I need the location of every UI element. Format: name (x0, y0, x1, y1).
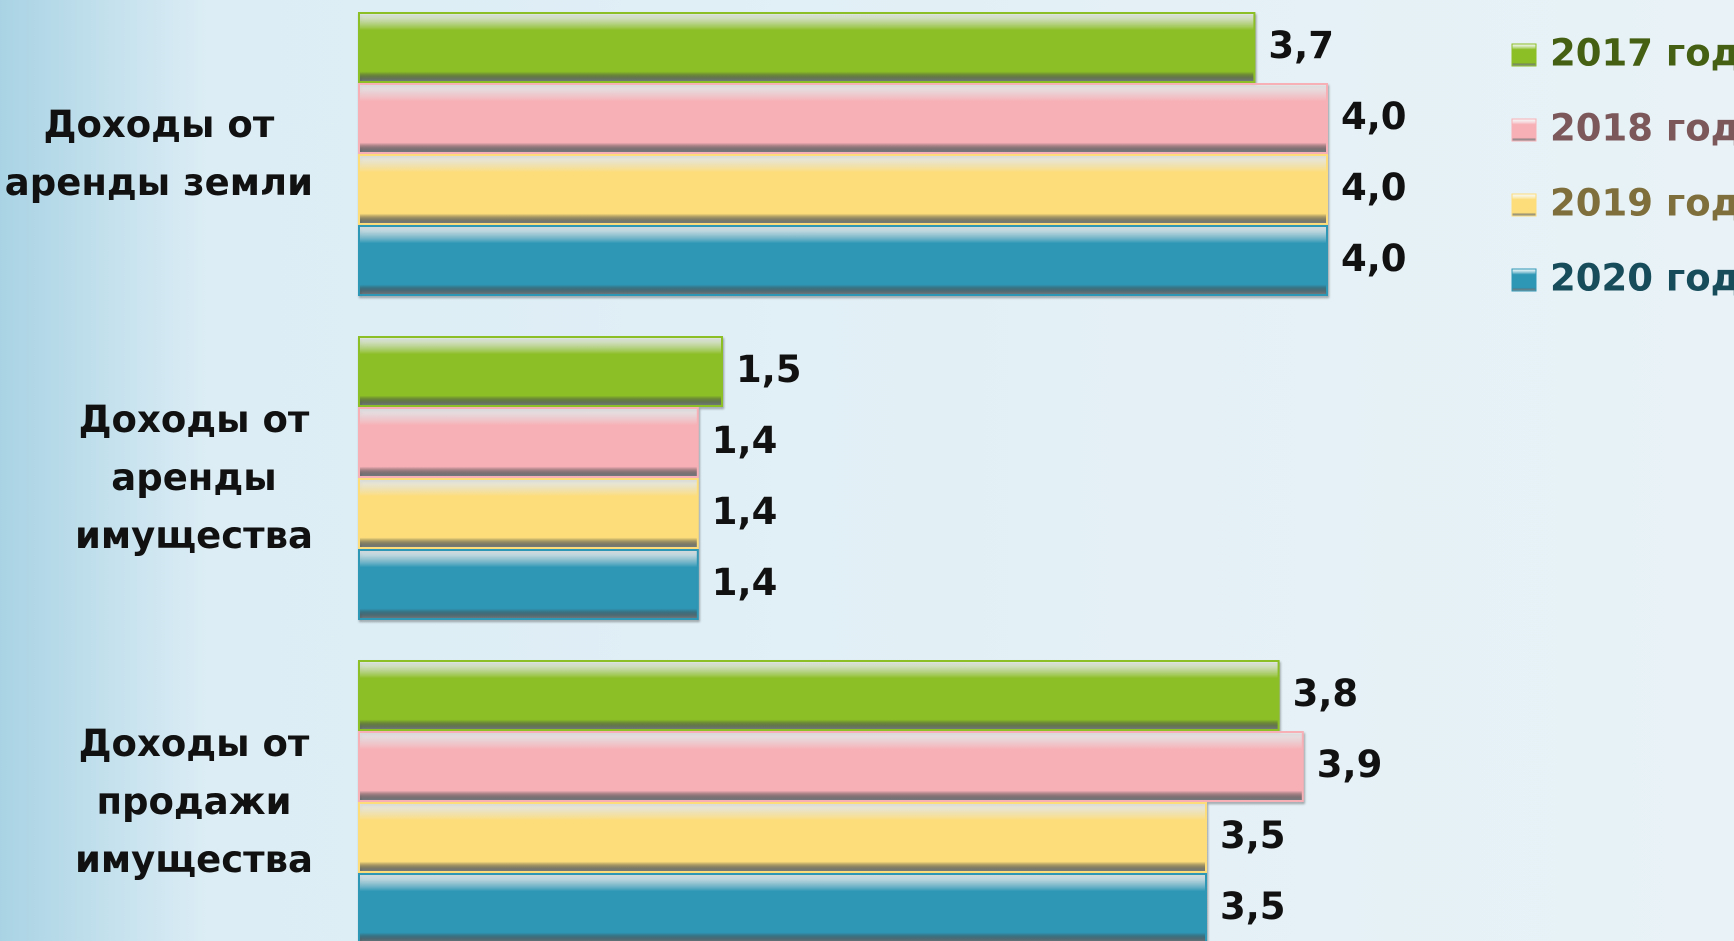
category-label: Доходы от аренды земли (4, 103, 313, 204)
bar (358, 407, 699, 478)
value-label: 1,4 (712, 561, 778, 604)
value-label: 3,9 (1317, 743, 1383, 786)
bar (358, 549, 699, 620)
value-label: 4,0 (1341, 166, 1407, 209)
bar (358, 154, 1328, 225)
category-label: Доходы от продажи имущества (74, 722, 313, 881)
legend-swatch (1511, 43, 1537, 67)
category-label: Доходы от аренды имущества (74, 398, 313, 557)
value-label: 3,8 (1293, 672, 1359, 715)
bar (358, 731, 1304, 802)
value-label: 3,5 (1220, 885, 1286, 928)
value-label: 1,5 (736, 348, 802, 391)
value-label: 3,5 (1220, 814, 1286, 857)
bar (358, 225, 1328, 296)
value-label: 1,4 (712, 490, 778, 533)
bar (358, 478, 699, 549)
legend-swatch (1511, 118, 1537, 142)
value-label: 4,0 (1341, 237, 1407, 280)
legend-label: 2020 год (1550, 257, 1734, 300)
bar (358, 802, 1207, 873)
legend-label: 2017 год (1550, 32, 1734, 75)
bar (358, 12, 1256, 83)
value-label: 1,4 (712, 419, 778, 462)
legend-label: 2019 год (1550, 182, 1734, 225)
bar (358, 873, 1207, 941)
value-label: 3,7 (1268, 24, 1334, 67)
legend-swatch (1511, 268, 1537, 292)
value-label: 4,0 (1341, 95, 1407, 138)
legend-label: 2018 год (1550, 107, 1734, 150)
bar (358, 83, 1328, 154)
bar (358, 660, 1280, 731)
bar (358, 336, 723, 407)
legend-swatch (1511, 193, 1537, 217)
